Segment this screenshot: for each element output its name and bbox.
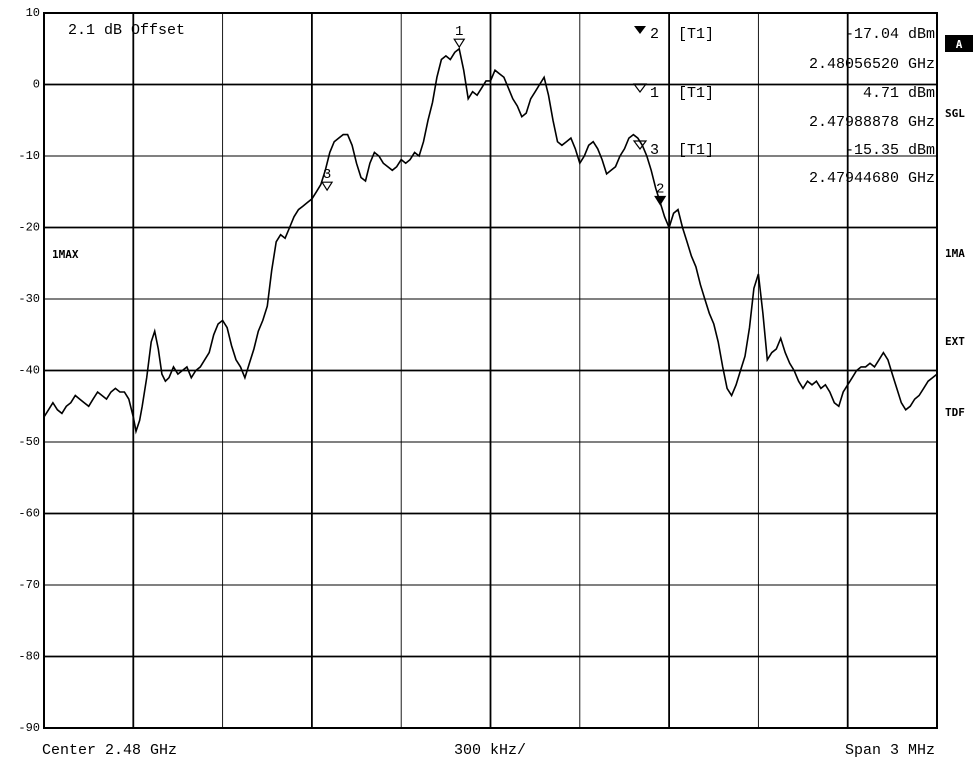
- footer-center: Center 2.48 GHz: [42, 742, 177, 759]
- y-tick-label: -40: [18, 364, 40, 378]
- y-tick-label: 10: [26, 6, 40, 20]
- offset-label: 2.1 dB Offset: [68, 22, 185, 39]
- readout-level: -17.04 dBm: [845, 26, 935, 43]
- y-tick-label: -50: [18, 435, 40, 449]
- readout-freq: 2.47988878 GHz: [809, 114, 935, 131]
- readout-trace: [T1]: [678, 26, 714, 43]
- readout-label: 1: [650, 85, 659, 102]
- side-label-ext: EXT: [945, 335, 965, 348]
- y-tick-label: -10: [18, 149, 40, 163]
- y-tick-label: -90: [18, 721, 40, 735]
- y-tick-label: 0: [33, 78, 40, 92]
- readout-trace: [T1]: [678, 142, 714, 159]
- readout-label: 2: [650, 26, 659, 43]
- side-label-sgl: SGL: [945, 107, 965, 120]
- footer-span: Span 3 MHz: [845, 742, 935, 759]
- marker-1-triangle: [453, 38, 466, 49]
- marker-filled-triangle-icon: [634, 26, 646, 34]
- y-tick-label: -30: [18, 292, 40, 306]
- side-badge-a: A: [956, 38, 963, 51]
- side-label-tdf: TDF: [945, 406, 965, 419]
- readout-level: 4.71 dBm: [863, 85, 935, 102]
- marker-3-label: 3: [323, 167, 331, 183]
- y-tick-label: -80: [18, 650, 40, 664]
- readout-label: 3: [650, 142, 659, 159]
- side-badge-a-bg: [945, 35, 973, 52]
- footer-div: 300 kHz/: [454, 742, 526, 759]
- marker-2-label: 2: [656, 181, 664, 197]
- marker-3-triangle: [320, 181, 334, 192]
- side-label-1ma: 1MA: [945, 247, 965, 260]
- marker-readout-2: 2 [T1] -17.04 dBm 2.48056520 GHz: [634, 26, 935, 73]
- y-tick-label: -60: [18, 507, 40, 521]
- markers: 1 2 3: [320, 24, 667, 206]
- marker-2-triangle: [654, 195, 667, 206]
- readout-freq: 2.48056520 GHz: [809, 56, 935, 73]
- y-axis-ticks: 10 0 -10 -20 -30 -40 -50 -60 -70 -80 -90: [18, 6, 40, 735]
- marker-open-triangle-icon: [632, 140, 648, 150]
- readout-trace: [T1]: [678, 85, 714, 102]
- marker-readout-3: 3 [T1] -15.35 dBm 2.47944680 GHz: [632, 140, 935, 187]
- marker-open-triangle-icon: [632, 83, 648, 93]
- y-tick-label: -70: [18, 578, 40, 592]
- marker-1-label: 1: [455, 24, 463, 40]
- readout-level: -15.35 dBm: [845, 142, 935, 159]
- grid: [44, 13, 937, 728]
- trace-line: [43, 47, 938, 435]
- y-tick-label: -20: [18, 221, 40, 235]
- trace-label: 1MAX: [52, 248, 79, 261]
- readout-freq: 2.47944680 GHz: [809, 170, 935, 187]
- marker-readout-1: 1 [T1] 4.71 dBm 2.47988878 GHz: [632, 83, 935, 131]
